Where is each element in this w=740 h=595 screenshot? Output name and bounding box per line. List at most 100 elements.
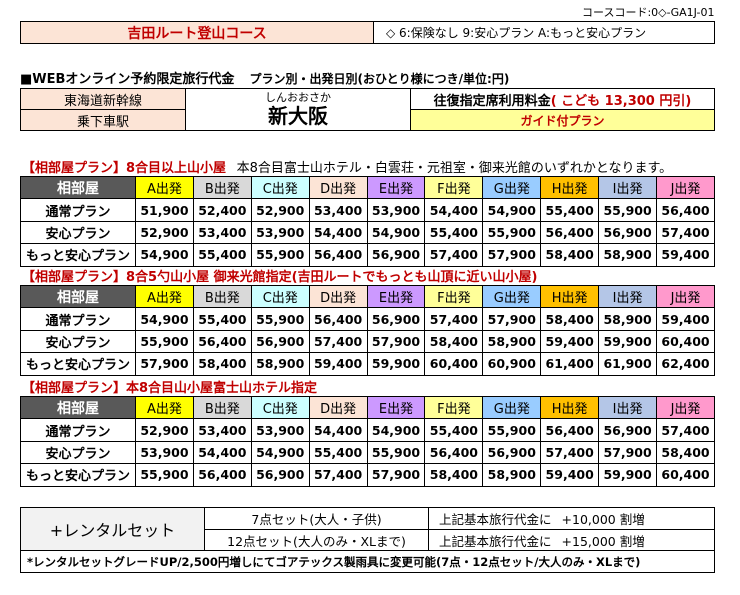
departure-f-header: F出発 bbox=[424, 284, 484, 309]
room-type-header: 相部屋 bbox=[20, 395, 136, 420]
plan-label: 通常プラン bbox=[20, 198, 136, 222]
room-type-header: 相部屋 bbox=[20, 175, 136, 200]
price-cell: 56,400 bbox=[656, 198, 715, 222]
table-header-row: 相部屋 A出発 B出発 C出発 D出発 E出発 F出発 G出発 H出発 I出発 J出発 bbox=[20, 284, 715, 309]
departure-c-header: C出発 bbox=[250, 395, 310, 420]
insurance-note: ◇ 6:保険なし 9:安心プラン A:もっと安心プラン bbox=[386, 26, 647, 40]
price-cell: 57,400 bbox=[424, 243, 484, 267]
fare-label: 往復指定席利用料金 bbox=[433, 93, 551, 109]
price-cell: 56,900 bbox=[366, 243, 426, 267]
table-row: もっと安心プラン 57,900 58,400 58,900 59,400 59,900 60… bbox=[20, 352, 715, 376]
price-cell: 59,400 bbox=[540, 329, 600, 354]
price-cell: 55,900 bbox=[135, 463, 194, 487]
station-label: 乗下車駅 bbox=[20, 109, 186, 131]
price-cell: 52,400 bbox=[192, 198, 252, 222]
section-title-1: 【相部屋プラン】8合目以上山小屋 本8合目富士山ホテル・白雲荘・元祖室・御来光館… bbox=[22, 157, 672, 176]
price-subtitle: プラン別・出発日別(おひとり様につき/単位:円) bbox=[249, 72, 510, 86]
price-cell: 56,900 bbox=[250, 463, 310, 487]
price-cell: 58,900 bbox=[482, 463, 542, 487]
station-reading: しんおおさか bbox=[265, 91, 331, 104]
price-cell: 53,900 bbox=[250, 418, 310, 442]
departure-j-header: J出発 bbox=[656, 175, 715, 200]
rental-set12: 12点セット(大人のみ・XLまで) bbox=[204, 529, 429, 551]
price-cell: 55,900 bbox=[366, 440, 426, 465]
price-cell: 60,400 bbox=[424, 352, 484, 376]
price-cell: 58,400 bbox=[424, 463, 484, 487]
price-cell: 54,900 bbox=[250, 440, 310, 465]
departure-d-header: D出発 bbox=[308, 284, 368, 309]
price-cell: 57,900 bbox=[135, 352, 194, 376]
station-label-text: 乗下車駅 bbox=[76, 114, 129, 130]
price-cell: 60,400 bbox=[656, 463, 715, 487]
price-cell: 57,400 bbox=[540, 440, 600, 465]
price-cell: 53,900 bbox=[135, 440, 194, 465]
plan-label: もっと安心プラン bbox=[20, 243, 136, 267]
price-cell: 52,900 bbox=[135, 220, 194, 245]
price-title: ■WEBオンライン予約限定旅行代金 bbox=[20, 72, 235, 87]
departure-b-header: B出発 bbox=[192, 284, 252, 309]
departure-f-header: F出発 bbox=[424, 395, 484, 420]
price-cell: 56,900 bbox=[366, 307, 426, 331]
section-title-3: 【相部屋プラン】本8合目山小屋富士山ホテル指定 bbox=[22, 377, 317, 396]
route-line-text: 東海道新幹線 bbox=[63, 93, 142, 109]
route-line: 東海道新幹線 bbox=[20, 88, 186, 110]
rental-set12-text: 12点セット(大人のみ・XLまで) bbox=[227, 533, 406, 549]
table-header-row: 相部屋 A出発 B出発 C出発 D出発 E出発 F出発 G出発 H出発 I出発 J出発 bbox=[20, 175, 715, 200]
price-cell: 58,400 bbox=[656, 440, 715, 465]
table-row: 安心プラン 53,900 54,400 54,900 55,400 55,900 56,40… bbox=[20, 440, 715, 465]
departure-c-header: C出発 bbox=[250, 284, 310, 309]
station-cell: しんおおさか 新大阪 bbox=[185, 88, 411, 131]
price-cell: 55,900 bbox=[135, 329, 194, 354]
rental-footnote: *レンタルセットグレードUP/2,500円増しにてゴアテックス製雨具に変更可能(… bbox=[20, 550, 715, 573]
price-cell: 56,400 bbox=[192, 329, 252, 354]
station-name: 新大阪 bbox=[268, 104, 328, 128]
price-cell: 56,400 bbox=[308, 307, 368, 331]
price-cell: 57,400 bbox=[308, 329, 368, 354]
price-cell: 55,900 bbox=[250, 307, 310, 331]
price-cell: 57,400 bbox=[308, 463, 368, 487]
course-name-box: 吉田ルート登山コース bbox=[20, 21, 374, 44]
table-row: もっと安心プラン 55,900 56,400 56,900 57,400 57,900 58… bbox=[20, 463, 715, 487]
price-cell: 53,900 bbox=[250, 220, 310, 245]
price-cell: 59,400 bbox=[308, 352, 368, 376]
insurance-note-box: ◇ 6:保険なし 9:安心プラン A:もっと安心プラン bbox=[373, 21, 715, 44]
rental-surcharge7: 上記基本旅行代金に +10,000 割増 bbox=[428, 507, 715, 530]
price-cell: 54,400 bbox=[308, 418, 368, 442]
price-cell: 52,900 bbox=[250, 198, 310, 222]
fare-cell: 往復指定席利用料金 ( こども 13,300 円引) bbox=[410, 88, 715, 110]
price-cell: 56,400 bbox=[540, 220, 600, 245]
price-cell: 56,900 bbox=[598, 220, 658, 245]
price-cell: 60,400 bbox=[656, 329, 715, 354]
price-cell: 62,400 bbox=[656, 352, 715, 376]
departure-a-header: A出発 bbox=[135, 284, 194, 309]
price-table-2: 相部屋 A出発 B出発 C出発 D出発 E出発 F出発 G出発 H出発 I出発 J出発 通常プラン 54… bbox=[20, 284, 715, 376]
room-type-header: 相部屋 bbox=[20, 284, 136, 309]
table-header-row: 相部屋 A出発 B出発 C出発 D出発 E出発 F出発 G出発 H出発 I出発 J出発 bbox=[20, 395, 715, 420]
price-cell: 56,400 bbox=[192, 463, 252, 487]
departure-d-header: D出発 bbox=[308, 175, 368, 200]
section-title-2: 【相部屋プラン】8合5勺山小屋 御来光館指定(吉田ルートでもっとも山頂に近い山小… bbox=[22, 266, 538, 285]
price-cell: 58,900 bbox=[598, 307, 658, 331]
section-2-title-text: 【相部屋プラン】8合5勺山小屋 御来光館指定(吉田ルートでもっとも山頂に近い山小… bbox=[22, 270, 538, 285]
rental-set7: 7点セット(大人・子供) bbox=[204, 507, 429, 530]
section-1-title-text: 【相部屋プラン】8合目以上山小屋 bbox=[22, 161, 227, 176]
rental-surcharge12: 上記基本旅行代金に +15,000 割増 bbox=[428, 529, 715, 551]
plan-label: 通常プラン bbox=[20, 307, 136, 331]
departure-j-header: J出発 bbox=[656, 284, 715, 309]
price-cell: 56,900 bbox=[482, 440, 542, 465]
price-cell: 55,900 bbox=[598, 198, 658, 222]
price-cell: 54,900 bbox=[366, 220, 426, 245]
table-row: 通常プラン 51,900 52,400 52,900 53,400 53,900 54,40… bbox=[20, 198, 715, 222]
departure-f-header: F出発 bbox=[424, 175, 484, 200]
course-name: 吉田ルート登山コース bbox=[127, 25, 267, 42]
price-cell: 54,900 bbox=[135, 307, 194, 331]
departure-e-header: E出発 bbox=[366, 175, 426, 200]
price-cell: 61,400 bbox=[540, 352, 600, 376]
price-title-line: ■WEBオンライン予約限定旅行代金 プラン別・出発日別(おひとり様につき/単位:… bbox=[20, 68, 509, 87]
surcharge12-label: 上記基本旅行代金に bbox=[439, 533, 552, 549]
price-cell: 58,400 bbox=[540, 243, 600, 267]
fare-child: ( こども 13,300 円引) bbox=[550, 93, 692, 109]
departure-b-header: B出発 bbox=[192, 175, 252, 200]
price-table-1: 相部屋 A出発 B出発 C出発 D出発 E出発 F出発 G出発 H出発 I出発 J出発 通常プラン 51… bbox=[20, 175, 715, 267]
table-row: 安心プラン 55,900 56,400 56,900 57,400 57,900 58,40… bbox=[20, 329, 715, 354]
